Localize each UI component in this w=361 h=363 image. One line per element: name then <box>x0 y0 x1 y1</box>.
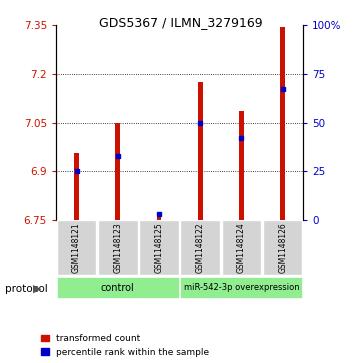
Bar <box>57 220 96 275</box>
Bar <box>198 82 203 220</box>
Text: GSM1148122: GSM1148122 <box>196 223 205 273</box>
Text: GSM1148125: GSM1148125 <box>155 223 164 273</box>
Bar <box>57 277 179 298</box>
Text: GSM1148123: GSM1148123 <box>113 223 122 273</box>
Bar <box>222 220 261 275</box>
Bar <box>239 111 244 220</box>
Bar <box>280 27 285 220</box>
Bar <box>157 217 161 220</box>
Text: GSM1148126: GSM1148126 <box>278 223 287 273</box>
Bar <box>180 277 303 298</box>
Bar <box>74 153 79 220</box>
Text: miR-542-3p overexpression: miR-542-3p overexpression <box>184 283 299 292</box>
Text: GSM1148121: GSM1148121 <box>72 223 81 273</box>
Text: protocol: protocol <box>5 284 48 294</box>
Text: GSM1148124: GSM1148124 <box>237 223 246 273</box>
Bar <box>115 123 120 220</box>
Text: GDS5367 / ILMN_3279169: GDS5367 / ILMN_3279169 <box>99 16 262 29</box>
Bar <box>180 220 220 275</box>
Text: ▶: ▶ <box>33 284 42 294</box>
Bar <box>263 220 303 275</box>
Bar <box>98 220 138 275</box>
Bar <box>139 220 179 275</box>
Legend: transformed count, percentile rank within the sample: transformed count, percentile rank withi… <box>41 334 209 357</box>
Text: control: control <box>101 283 135 293</box>
